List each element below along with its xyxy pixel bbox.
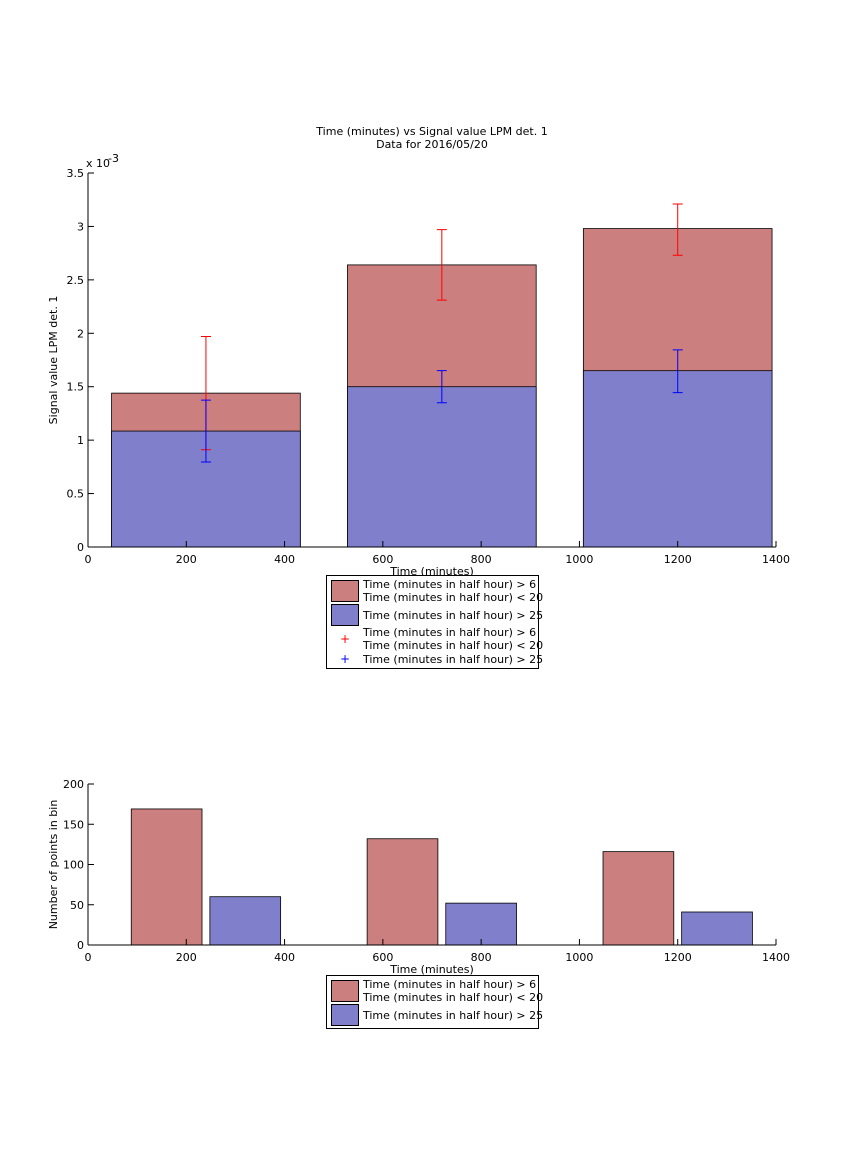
legend-label: Time (minutes in half hour) > 25 <box>363 652 544 666</box>
y-tick-label: 100 <box>63 859 84 872</box>
y-tick-label: 2 <box>77 327 84 340</box>
legend-item: Time (minutes in half hour) > 25 <box>331 604 543 626</box>
legend-item: + Time (minutes in half hour) > 25 <box>331 652 543 666</box>
x-axis-label: Time (minutes) <box>389 565 474 578</box>
y-tick-label: 150 <box>63 818 84 831</box>
x-axis-label: Time (minutes) <box>389 963 474 976</box>
x-tick-label: 1000 <box>565 553 593 566</box>
legend-marker: + <box>339 652 351 666</box>
x-tick-label: 400 <box>274 553 295 566</box>
bar <box>582 370 773 548</box>
x-tick-label: 200 <box>176 951 197 964</box>
x-tick-label: 1200 <box>664 951 692 964</box>
x-tick-label: 0 <box>85 553 92 566</box>
bar <box>366 838 439 946</box>
legend-swatch <box>331 580 359 602</box>
x-tick-label: 200 <box>176 553 197 566</box>
x-tick-label: 600 <box>372 553 393 566</box>
legend: Time (minutes in half hour) > 6 Time (mi… <box>326 975 543 1029</box>
y-scale-base: x 10 <box>86 157 110 170</box>
error-bar <box>672 349 683 394</box>
legend-label: Time (minutes in half hour) > 6 Time (mi… <box>363 626 544 652</box>
bar <box>445 902 517 946</box>
bar <box>347 386 537 548</box>
y-tick-label: 1.5 <box>67 381 85 394</box>
x-tick-label: 800 <box>471 553 492 566</box>
x-tick-label: 800 <box>471 951 492 964</box>
legend-label: Time (minutes in half hour) > 25 <box>363 1008 544 1022</box>
legend-item: Time (minutes in half hour) > 6 Time (mi… <box>331 578 543 604</box>
x-tick-label: 1400 <box>762 553 790 566</box>
error-bar <box>200 399 211 463</box>
x-tick-label: 1000 <box>565 951 593 964</box>
chart-subtitle: Data for 2016/05/20 <box>376 138 488 151</box>
x-tick-label: 400 <box>274 951 295 964</box>
legend-label: Time (minutes in half hour) > 25 <box>363 608 544 622</box>
error-bar <box>436 229 447 301</box>
y-axis-label: Number of points in bin <box>47 800 60 930</box>
y-tick-label: 1 <box>77 434 84 447</box>
legend-swatch <box>331 980 359 1002</box>
y-axis-label: Signal value LPM det. 1 <box>47 296 60 425</box>
legend-item: Time (minutes in half hour) > 6 Time (mi… <box>331 978 543 1004</box>
y-tick-label: 0.5 <box>67 488 85 501</box>
legend-marker: + <box>339 632 351 646</box>
y-tick-label: 0 <box>77 541 84 554</box>
bar <box>602 851 675 946</box>
x-tick-label: 600 <box>372 951 393 964</box>
legend-label: Time (minutes in half hour) > 6 Time (mi… <box>363 978 544 1004</box>
legend-item: Time (minutes in half hour) > 25 <box>331 1004 543 1026</box>
bar <box>130 808 203 946</box>
legend: Time (minutes in half hour) > 6 Time (mi… <box>326 575 543 669</box>
y-tick-label: 50 <box>70 899 84 912</box>
y-tick-label: 200 <box>63 778 84 791</box>
x-tick-label: 1400 <box>762 951 790 964</box>
error-bar <box>672 203 683 256</box>
legend-swatch <box>331 1004 359 1026</box>
legend-item: + Time (minutes in half hour) > 6 Time (m… <box>331 626 543 652</box>
y-tick-label: 3 <box>77 220 84 233</box>
x-tick-label: 1200 <box>664 553 692 566</box>
bar <box>681 911 753 946</box>
legend-label: Time (minutes in half hour) > 6 Time (mi… <box>363 578 544 604</box>
error-bar <box>436 370 447 404</box>
legend-swatch <box>331 604 359 626</box>
y-tick-label: 3.5 <box>67 167 85 180</box>
chart-title: Time (minutes) vs Signal value LPM det. … <box>315 125 547 138</box>
bar <box>209 896 282 946</box>
x-tick-label: 0 <box>85 951 92 964</box>
y-tick-label: 2.5 <box>67 274 85 287</box>
y-scale-exponent: -3 <box>108 152 119 165</box>
y-tick-label: 0 <box>77 939 84 952</box>
